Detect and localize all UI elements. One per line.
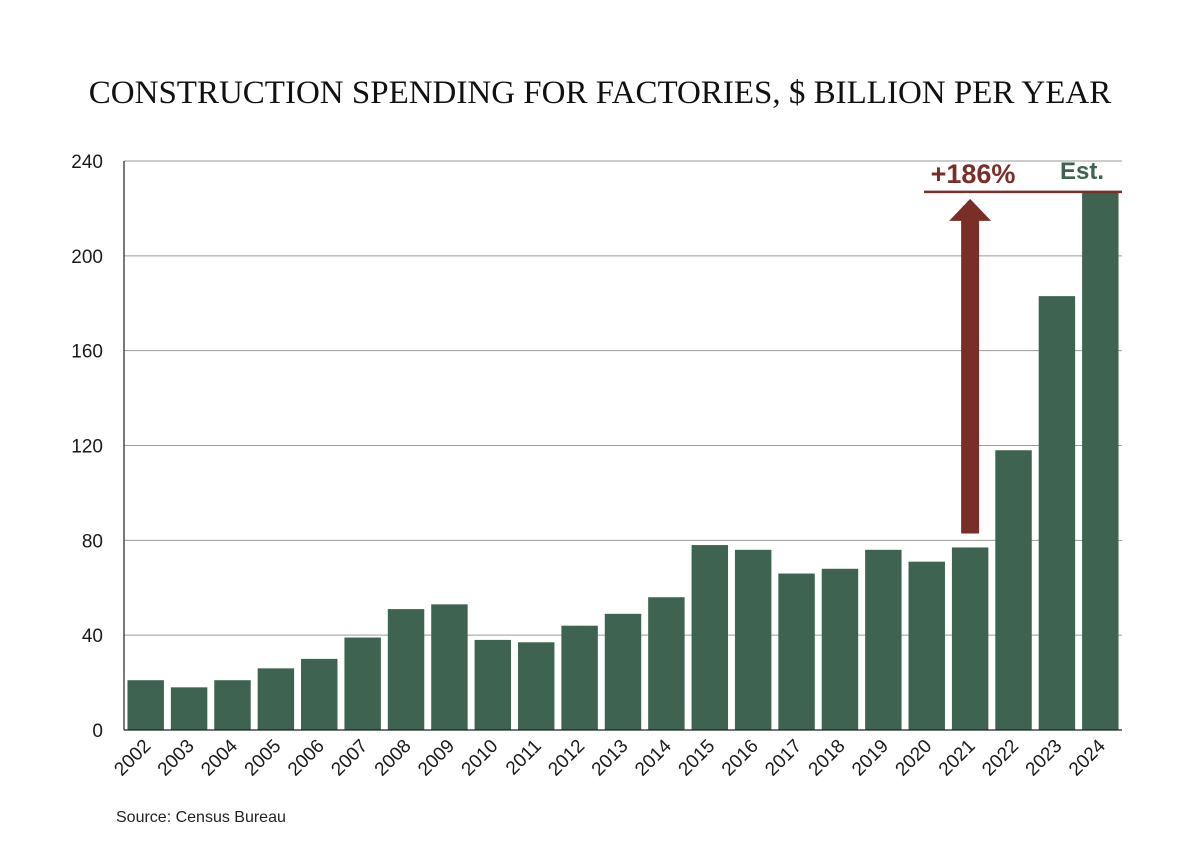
x-tick-label: 2016	[718, 736, 763, 781]
change-percentage-label: +186%	[931, 159, 1016, 189]
bar-2007	[344, 637, 381, 730]
x-tick-label: 2002	[110, 736, 155, 781]
bars	[127, 191, 1119, 731]
x-tick-label: 2018	[805, 736, 850, 781]
x-tick-label: 2022	[978, 736, 1023, 781]
x-tick-label: 2019	[848, 736, 893, 781]
x-tick-label: 2024	[1065, 735, 1110, 780]
bar-2002	[127, 680, 164, 730]
bar-2009	[431, 604, 468, 730]
x-tick-label: 2008	[371, 736, 416, 781]
y-axis-ticks: 0 40 80 120 160 200 240	[71, 152, 103, 742]
x-tick-label: 2012	[544, 736, 589, 781]
chart-title: CONSTRUCTION SPENDING FOR FACTORIES, $ B…	[89, 75, 1111, 111]
x-tick-label: 2015	[675, 736, 720, 781]
bar-2021	[951, 547, 989, 730]
bar-2019	[865, 549, 902, 730]
bar-2006	[301, 658, 338, 730]
x-tick-label: 2021	[935, 736, 980, 781]
y-tick-label: 160	[71, 342, 103, 363]
bar-2010	[474, 639, 512, 730]
bar-2014	[648, 597, 685, 730]
bar-2011	[517, 642, 555, 730]
x-tick-label: 2009	[414, 736, 459, 781]
x-tick-label: 2006	[284, 736, 329, 781]
bar-2012	[561, 625, 598, 730]
source-note: Source: Census Bureau	[116, 809, 286, 826]
y-tick-label: 0	[92, 721, 103, 742]
bar-2018	[821, 568, 859, 730]
y-tick-label: 40	[82, 626, 103, 647]
estimate-label: Est.	[1060, 158, 1104, 185]
y-tick-label: 80	[82, 531, 103, 552]
x-tick-label: 2007	[327, 736, 372, 781]
bar-2020	[908, 561, 945, 730]
y-tick-label: 240	[71, 152, 103, 173]
bar-2005	[257, 668, 295, 730]
x-tick-label: 2017	[761, 736, 806, 781]
y-tick-label: 200	[71, 247, 103, 268]
x-tick-label: 2013	[588, 736, 633, 781]
bar-2016	[734, 549, 772, 730]
bar-2024	[1082, 191, 1119, 731]
annotations: +186% Est.	[924, 158, 1122, 534]
x-tick-label: 2003	[154, 736, 199, 781]
bar-2013	[604, 613, 642, 730]
x-tick-label: 2005	[241, 736, 286, 781]
x-tick-label: 2020	[892, 736, 937, 781]
bar-2003	[170, 687, 208, 730]
bar-2023	[1038, 296, 1076, 730]
bar-2022	[995, 450, 1032, 730]
x-tick-label: 2004	[197, 735, 242, 780]
growth-arrow	[949, 198, 992, 534]
x-tick-label: 2023	[1022, 736, 1067, 781]
bar-2008	[387, 609, 425, 730]
y-tick-label: 120	[71, 437, 103, 458]
bar-2015	[691, 545, 729, 730]
x-tick-label: 2014	[631, 735, 676, 780]
x-tick-label: 2010	[458, 736, 503, 781]
bar-2017	[778, 573, 815, 730]
bar-2004	[214, 680, 251, 730]
x-tick-label: 2011	[502, 736, 546, 780]
